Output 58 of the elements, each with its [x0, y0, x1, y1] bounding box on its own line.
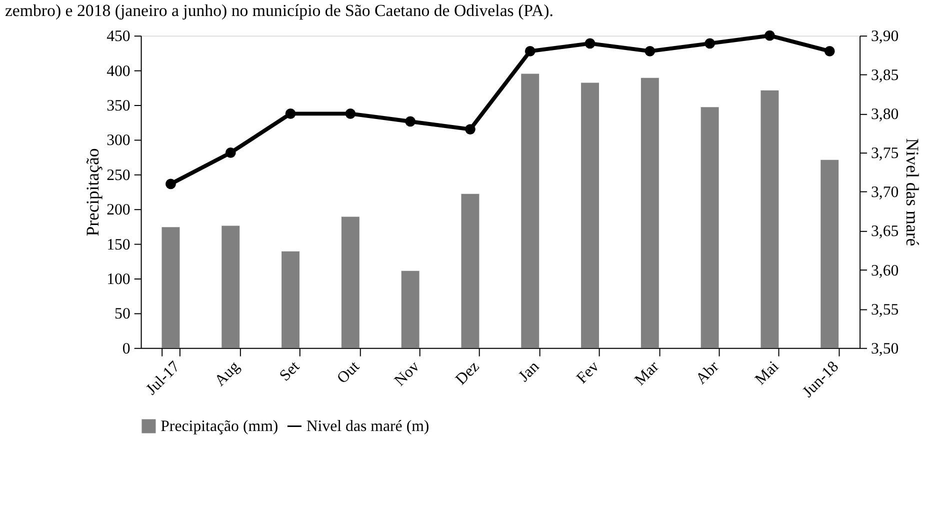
legend-label: Precipitação (mm) [160, 418, 278, 436]
y-tick-label: 100 [106, 270, 130, 288]
y-tick-label: 300 [106, 132, 130, 150]
x-tick-label: Nov [391, 358, 423, 390]
point [644, 46, 656, 56]
point [824, 46, 835, 56]
x-tick-label: Mai [752, 358, 783, 388]
text: zembro) e 2018 (janeiro a junho) no município de São Caetano de Odivelas (PA). [4, 0, 554, 20]
y2-tick-label: 3,70 [870, 184, 899, 202]
bar [341, 216, 360, 348]
y2-tick-label: 3,90 [870, 28, 899, 46]
point [524, 46, 536, 56]
y-tick-label: 50 [114, 306, 130, 323]
y-tick-label: 400 [106, 62, 130, 80]
bar [760, 90, 779, 348]
bar [222, 226, 240, 348]
bar [640, 78, 659, 348]
legend-label: Nivel das maré (m) [306, 418, 430, 436]
y2-tick-label: 3,85 [870, 67, 899, 84]
point [584, 38, 596, 49]
bar [461, 194, 480, 348]
y2-tick-label: 3,60 [870, 262, 899, 280]
y-tick-label: 0 [122, 340, 130, 358]
y-tick-label: 200 [106, 202, 130, 219]
y2-tick-label: 3,75 [870, 145, 899, 162]
y2-tick-label: 3,50 [870, 340, 899, 358]
x-tick-label: Dez [452, 358, 483, 388]
bar [820, 160, 839, 348]
point [285, 108, 296, 119]
bar [401, 270, 420, 348]
point [704, 38, 716, 49]
x-tick-label: Jan [516, 358, 543, 386]
y2-tick-label: 3,55 [870, 301, 899, 318]
x-tick-label: Out [334, 358, 364, 388]
point [225, 148, 236, 158]
bar [581, 82, 600, 348]
point [405, 116, 416, 127]
y-axis-title: Precipitação [82, 148, 103, 236]
y-tick-label: 450 [106, 28, 130, 46]
x-tick-label: Set [276, 358, 304, 385]
point [166, 178, 176, 190]
bar [700, 107, 719, 348]
y-tick-label: 250 [106, 166, 130, 184]
y-tick-label: 150 [106, 236, 130, 254]
point [465, 124, 476, 134]
bar [282, 251, 300, 348]
bar [521, 74, 540, 348]
y2-tick-label: 3,65 [870, 223, 899, 240]
point [764, 30, 775, 41]
y-tick-label: 350 [106, 97, 130, 114]
x-tick-label: Mar [632, 358, 663, 389]
bar [162, 227, 180, 348]
x-tick-label: Fev [574, 358, 603, 388]
y2-tick-label: 3,80 [870, 106, 899, 124]
x-tick-label: Aug [212, 358, 244, 390]
x-tick-label: Abr [692, 358, 723, 388]
y2-axis-title: Nivel das maré [902, 138, 923, 246]
point [345, 108, 356, 119]
